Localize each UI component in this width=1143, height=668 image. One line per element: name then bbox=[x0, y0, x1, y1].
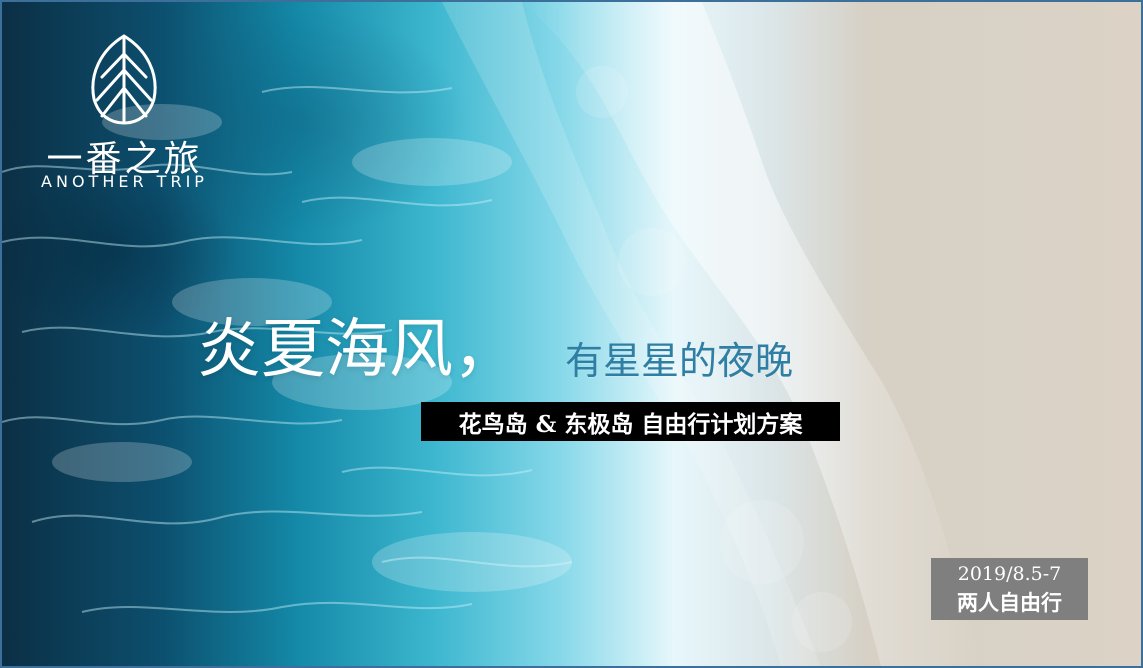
leaf-icon bbox=[91, 34, 157, 125]
brand-name-chinese: 一番之旅 bbox=[46, 139, 203, 180]
trip-info-box: 2019/8.5-7 两人自由行 bbox=[931, 558, 1088, 620]
main-headline: 炎夏海风， bbox=[197, 313, 517, 387]
trip-date: 2019/8.5-7 bbox=[957, 563, 1062, 585]
trip-type: 两人自由行 bbox=[957, 590, 1062, 615]
plan-banner: 花鸟岛 & 东极岛 自由行计划方案 bbox=[421, 402, 840, 441]
brand-logo: 一番之旅 ANOTHER TRIP bbox=[37, 32, 212, 202]
sub-headline: 有星星的夜晚 bbox=[565, 339, 794, 383]
brand-name-english: ANOTHER TRIP bbox=[41, 172, 208, 191]
